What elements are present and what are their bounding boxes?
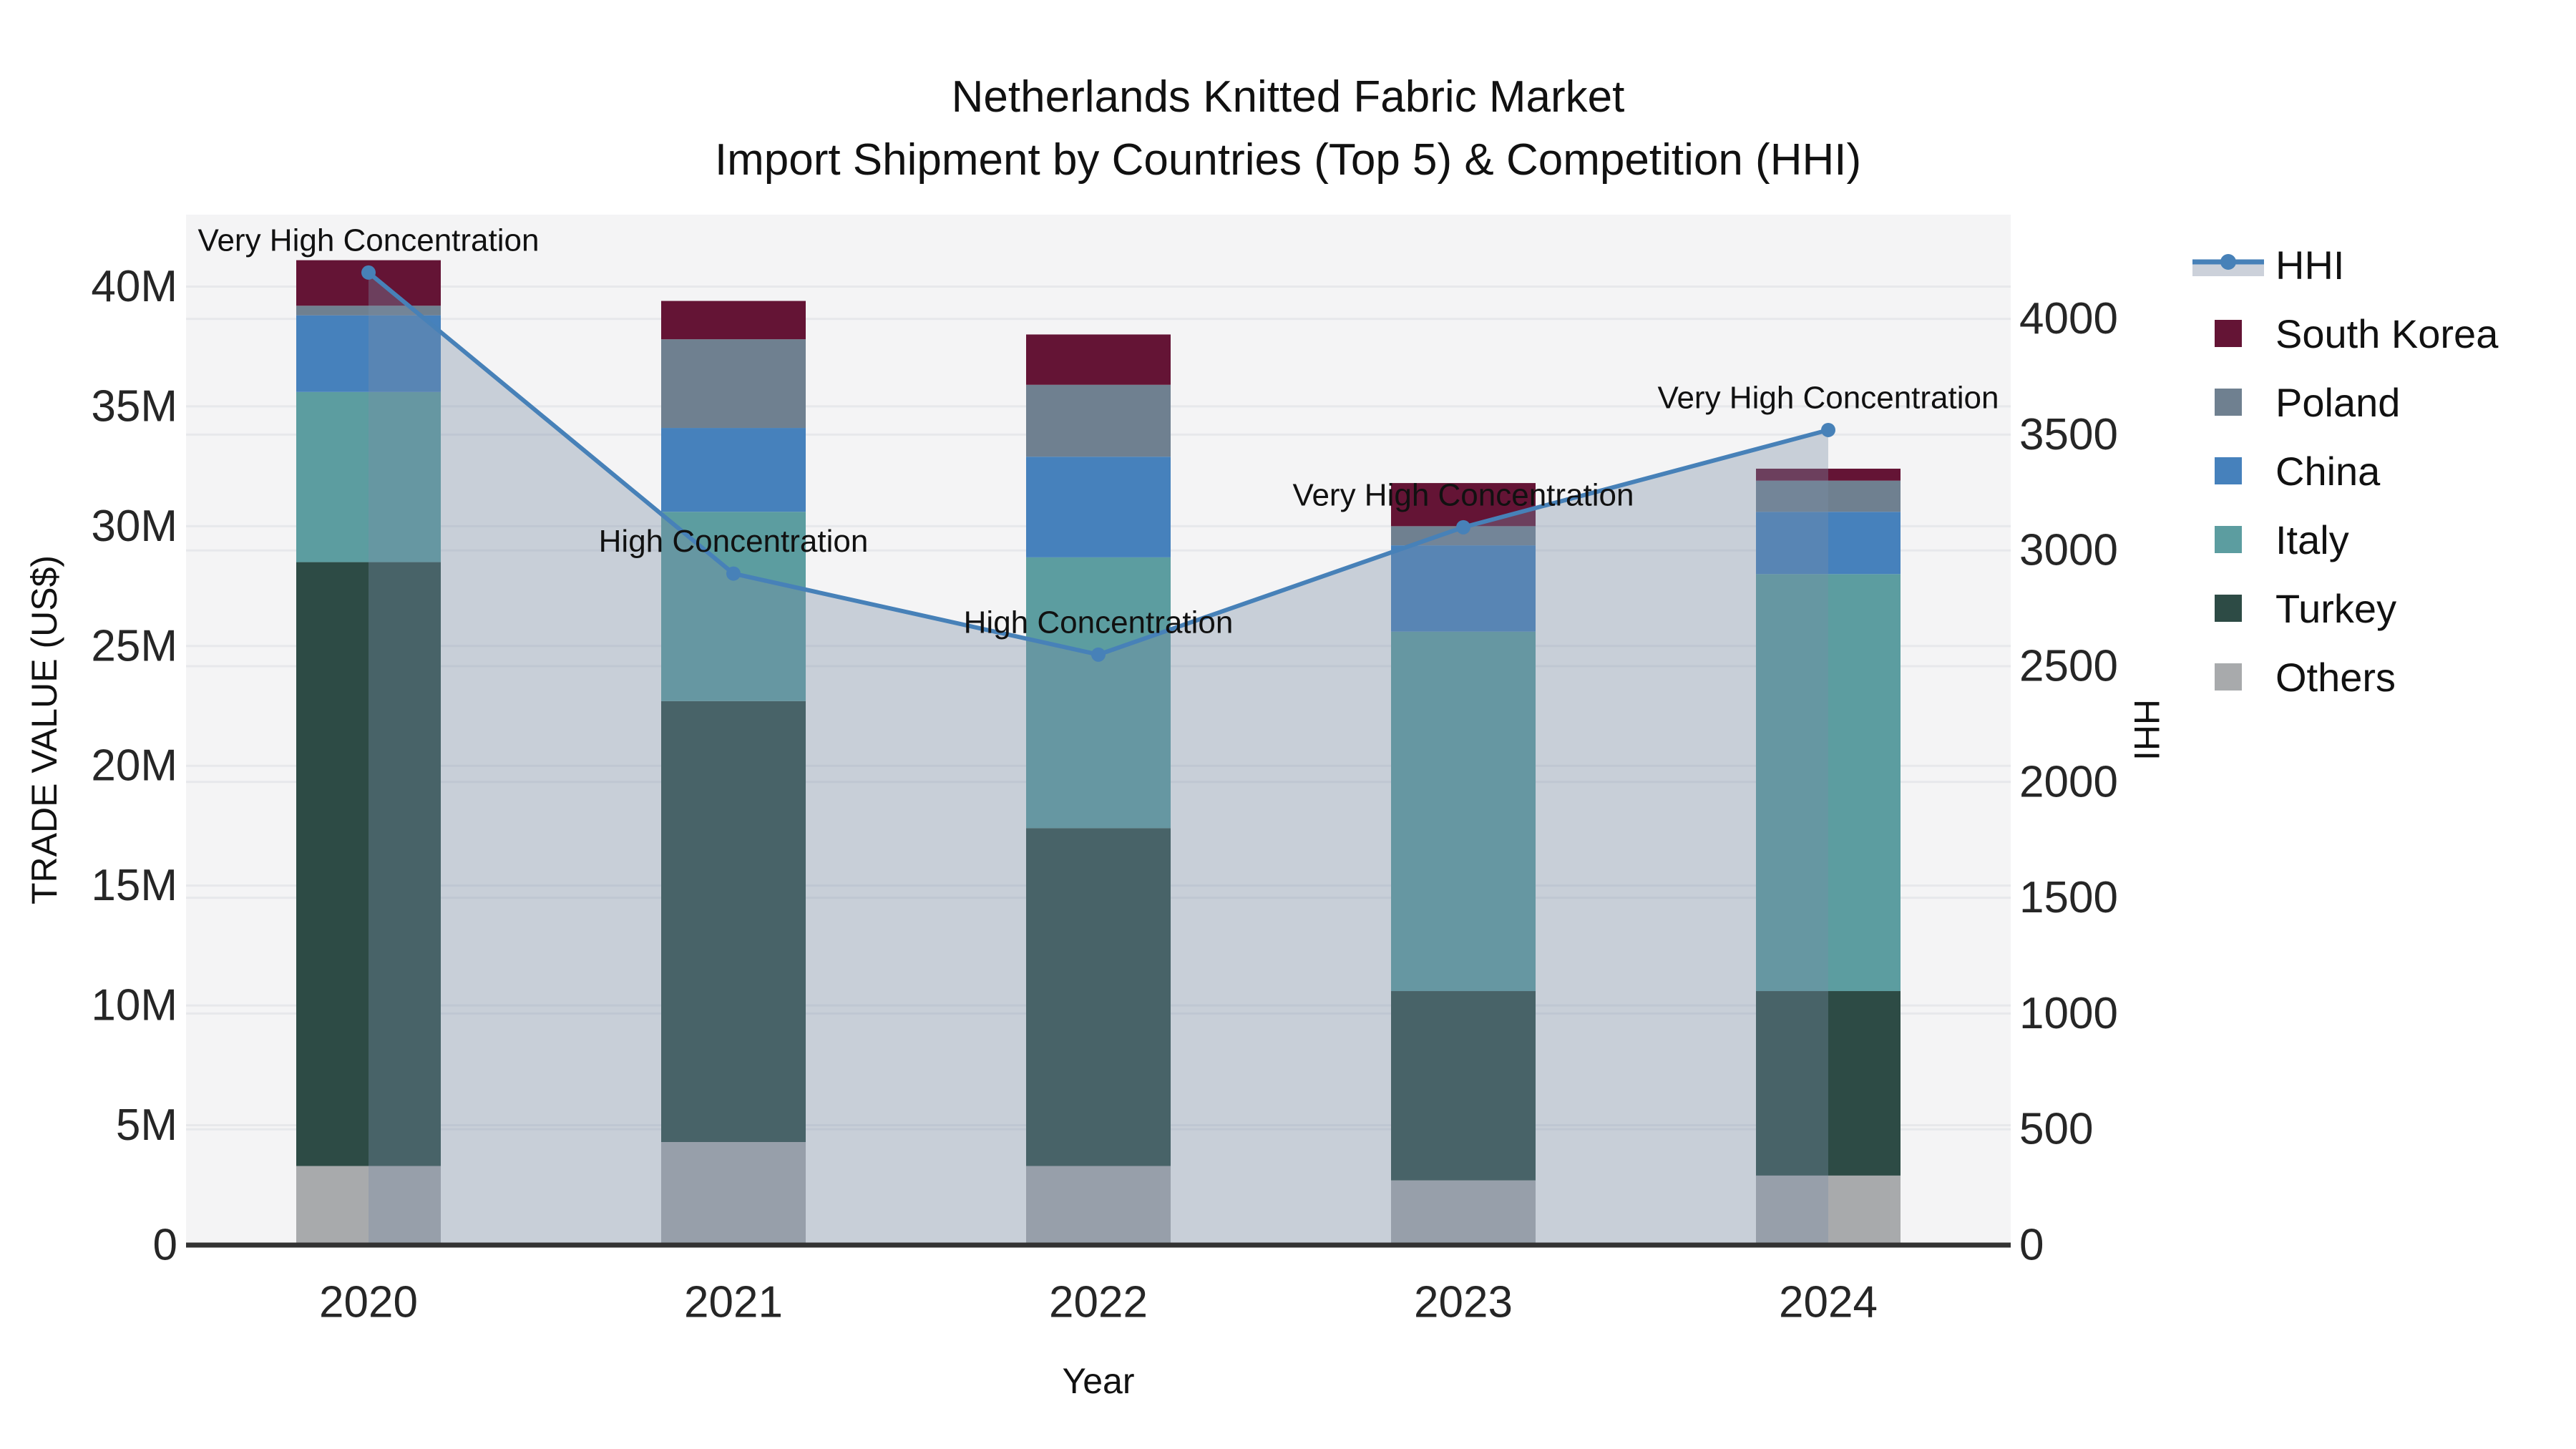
y-left-tick: 35M [91, 381, 177, 431]
bar-segment-poland[interactable] [661, 339, 806, 429]
turkey-swatch [2215, 595, 2242, 622]
legend-item-hhi[interactable]: HHI [2182, 230, 2498, 299]
bar-segment-others[interactable] [1756, 1175, 1901, 1245]
bar-segment-others[interactable] [1391, 1180, 1536, 1245]
bar-segment-turkey[interactable] [1026, 828, 1171, 1166]
bar-segment-turkey[interactable] [661, 701, 806, 1142]
hhi-area-fill [369, 272, 1828, 1245]
bar-segment-south-korea[interactable] [661, 301, 806, 340]
y-left-tick: 40M [91, 262, 177, 311]
x-tick-2022: 2022 [1049, 1278, 1148, 1327]
bar-segment-china[interactable] [1026, 457, 1171, 557]
bar-segment-poland[interactable] [1026, 384, 1171, 457]
bar-segment-poland[interactable] [296, 306, 441, 316]
annotation-2020: Very High Concentration [198, 223, 540, 258]
hhi-line-swatch [2192, 254, 2264, 276]
bar-segment-italy[interactable] [1391, 631, 1536, 992]
legend-label: Poland [2275, 379, 2401, 425]
bar-segment-italy[interactable] [661, 512, 806, 701]
y-right-tick: 0 [2019, 1221, 2044, 1270]
others-swatch [2215, 663, 2242, 691]
bar-segment-turkey[interactable] [296, 562, 441, 1166]
legend-item-italy[interactable]: Italy [2182, 505, 2498, 574]
y-right-tick: 2500 [2019, 642, 2118, 691]
y-axis-title-right: HHI [2127, 698, 2167, 761]
bar-segment-china[interactable] [296, 315, 441, 392]
chart-title: Netherlands Knitted Fabric Market Import… [0, 66, 2576, 192]
legend-label: Turkey [2275, 585, 2397, 631]
bar-segment-poland[interactable] [1756, 480, 1901, 512]
legend-label: China [2275, 448, 2381, 494]
annotation-2023: Very High Concentration [1293, 477, 1634, 512]
legend-item-others[interactable]: Others [2182, 643, 2498, 711]
legend-item-poland[interactable]: Poland [2182, 368, 2498, 436]
bar-segment-italy[interactable] [1756, 574, 1901, 992]
y-right-tick: 2000 [2019, 757, 2118, 806]
hhi-marker[interactable] [1091, 647, 1106, 662]
legend-label: Italy [2275, 517, 2349, 562]
chart-title-line2: Import Shipment by Countries (Top 5) & C… [714, 135, 1862, 185]
hhi-marker[interactable] [726, 566, 741, 581]
y-left-tick: 15M [91, 861, 177, 910]
y-right-tick: 4000 [2019, 294, 2118, 343]
bar-segment-italy[interactable] [1026, 557, 1171, 829]
bar-segment-south-korea[interactable] [1026, 334, 1171, 385]
x-tick-2020: 2020 [319, 1278, 418, 1327]
x-axis-title: Year [1062, 1361, 1135, 1401]
bar-segment-turkey[interactable] [1756, 991, 1901, 1176]
bar-segment-others[interactable] [1026, 1166, 1171, 1245]
bar-segment-south-korea[interactable] [1391, 483, 1536, 527]
y-right-tick: 500 [2019, 1105, 2093, 1154]
bar-segment-others[interactable] [661, 1142, 806, 1245]
bar-segment-turkey[interactable] [1391, 991, 1536, 1181]
poland-swatch [2215, 389, 2242, 416]
x-tick-2023: 2023 [1414, 1278, 1513, 1327]
y-left-tick: 20M [91, 741, 177, 791]
y-left-tick: 5M [116, 1101, 177, 1150]
y-left-tick: 0 [153, 1221, 177, 1270]
y-left-tick: 30M [91, 502, 177, 551]
bar-segment-others[interactable] [296, 1166, 441, 1245]
y-left-tick: 25M [91, 621, 177, 670]
legend-label: Others [2275, 654, 2396, 700]
china-swatch [2215, 457, 2242, 484]
legend-item-china[interactable]: China [2182, 436, 2498, 505]
x-tick-2021: 2021 [684, 1278, 783, 1327]
chart-title-line1: Netherlands Knitted Fabric Market [951, 72, 1625, 122]
y-right-tick: 3500 [2019, 410, 2118, 459]
annotation-2024: Very High Concentration [1658, 380, 1999, 415]
legend: HHI South Korea Poland China Italy Turke… [2182, 230, 2498, 711]
annotation-2021: High Concentration [599, 524, 869, 559]
y-axis-title-left: TRADE VALUE (US$) [24, 555, 64, 905]
hhi-marker[interactable] [361, 265, 376, 280]
hhi-marker[interactable] [1456, 519, 1470, 535]
y-right-tick: 1500 [2019, 873, 2118, 922]
hhi-marker[interactable] [1821, 422, 1835, 437]
legend-item-turkey[interactable]: Turkey [2182, 574, 2498, 643]
bar-segment-china[interactable] [1756, 512, 1901, 575]
legend-item-south-korea[interactable]: South Korea [2182, 299, 2498, 368]
legend-label: South Korea [2275, 311, 2499, 356]
bar-segment-china[interactable] [661, 428, 806, 512]
legend-label: HHI [2275, 242, 2345, 288]
y-right-tick: 1000 [2019, 989, 2118, 1038]
y-left-tick: 10M [91, 981, 177, 1030]
annotation-2022: High Concentration [964, 605, 1234, 640]
south-korea-swatch [2215, 320, 2242, 347]
x-tick-2024: 2024 [1779, 1278, 1878, 1327]
y-right-tick: 3000 [2019, 526, 2118, 575]
bar-segment-italy[interactable] [296, 391, 441, 562]
bar-segment-china[interactable] [1391, 545, 1536, 632]
bar-segment-south-korea[interactable] [1756, 468, 1901, 481]
italy-swatch [2215, 526, 2242, 553]
